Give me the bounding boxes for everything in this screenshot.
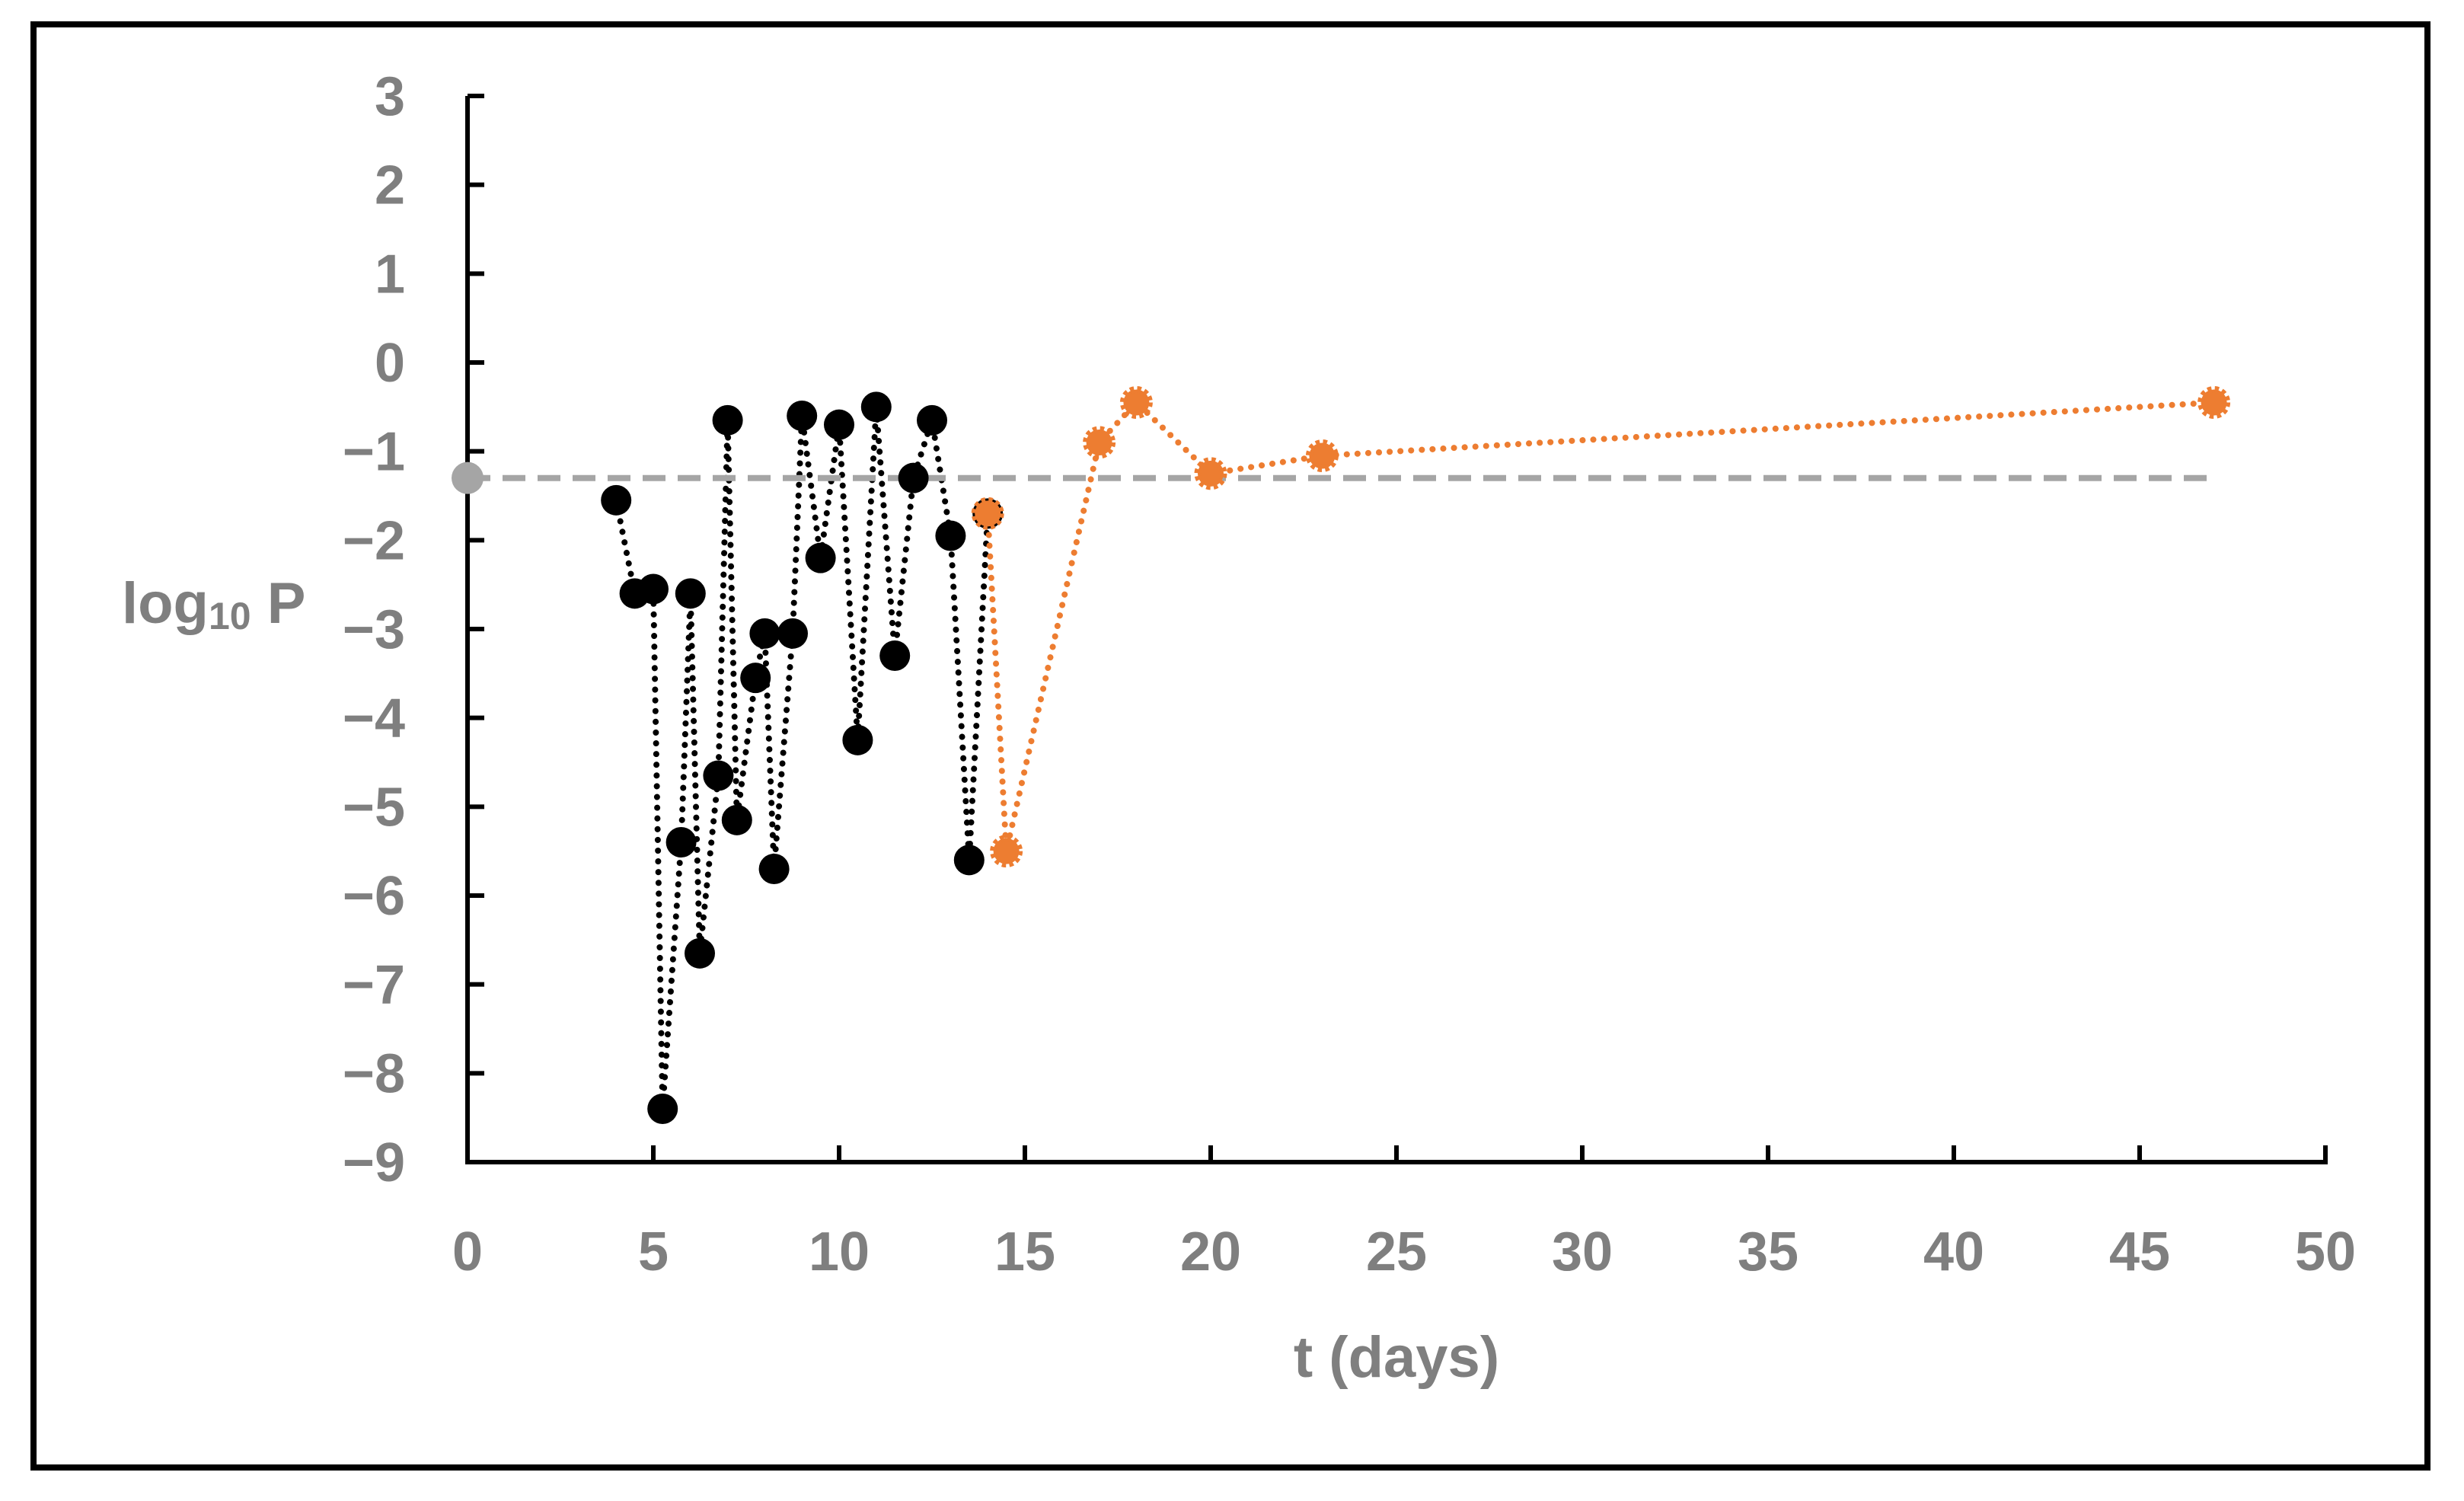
series-line-black bbox=[616, 407, 988, 1109]
data-point-black bbox=[638, 574, 669, 605]
x-tick-label: 10 bbox=[809, 1222, 870, 1282]
data-point-orange bbox=[2201, 390, 2227, 416]
data-point-black bbox=[777, 618, 808, 649]
series-line-orange bbox=[988, 403, 2213, 851]
data-point-black bbox=[703, 761, 733, 791]
y-axis-title-suffix: P bbox=[251, 571, 306, 636]
x-tick-label: 5 bbox=[638, 1222, 669, 1282]
y-tick-label: 3 bbox=[375, 66, 405, 127]
data-point-black bbox=[861, 391, 892, 422]
y-tick-label: −2 bbox=[343, 510, 405, 571]
y-tick-label: −9 bbox=[343, 1132, 405, 1193]
data-point-threshold bbox=[452, 462, 484, 494]
data-point-black bbox=[722, 805, 752, 835]
y-tick-label: 1 bbox=[375, 244, 405, 305]
y-tick-label: 2 bbox=[375, 155, 405, 216]
data-point-black bbox=[898, 463, 929, 493]
y-axis-title-subscript: 10 bbox=[209, 595, 251, 637]
chart: 3210−1−2−3−4−5−6−7−8−90 5 10 15 20 25 30 35 40 45… bbox=[0, 0, 2464, 1501]
x-tick-label: 50 bbox=[2295, 1222, 2356, 1282]
data-point-black bbox=[685, 938, 715, 969]
data-point-black bbox=[675, 578, 706, 608]
y-axis-title: log10 P bbox=[122, 571, 305, 637]
x-tick-label: 45 bbox=[2109, 1222, 2170, 1282]
x-tick-label: 25 bbox=[1366, 1222, 1427, 1282]
x-tick-label: 40 bbox=[1923, 1222, 1984, 1282]
y-tick-label: −4 bbox=[343, 688, 405, 749]
data-point-black bbox=[740, 663, 771, 693]
data-point-black bbox=[879, 640, 910, 671]
y-tick-label: −1 bbox=[343, 422, 405, 483]
y-tick-label: −6 bbox=[343, 866, 405, 927]
x-tick-label: 15 bbox=[994, 1222, 1055, 1282]
y-tick-label: −5 bbox=[343, 777, 405, 838]
data-point-orange bbox=[975, 500, 1001, 526]
data-point-black bbox=[749, 618, 780, 649]
data-point-black bbox=[647, 1094, 678, 1124]
y-tick-label: −8 bbox=[343, 1043, 405, 1104]
x-axis-title: t (days) bbox=[1294, 1325, 1499, 1390]
data-point-black bbox=[601, 485, 631, 516]
data-point-black bbox=[806, 543, 836, 573]
data-point-orange bbox=[994, 838, 1020, 864]
data-point-black bbox=[824, 410, 854, 440]
axis-layer bbox=[465, 96, 2328, 1162]
x-tick-label: 20 bbox=[1180, 1222, 1241, 1282]
data-point-black bbox=[787, 401, 817, 431]
x-tick-label: 30 bbox=[1552, 1222, 1613, 1282]
y-tick-label: −3 bbox=[343, 599, 405, 660]
data-point-black bbox=[759, 854, 790, 884]
x-tick-label: 35 bbox=[1738, 1222, 1799, 1282]
data-point-black bbox=[935, 521, 965, 551]
y-tick-label: 0 bbox=[375, 333, 405, 394]
y-tick-label: −7 bbox=[343, 955, 405, 1016]
data-point-orange bbox=[1198, 461, 1224, 487]
data-point-orange bbox=[1123, 390, 1149, 416]
data-point-black bbox=[842, 725, 873, 755]
data-point-orange bbox=[1087, 430, 1112, 455]
y-axis-title-base: log bbox=[122, 571, 209, 636]
data-point-black bbox=[666, 827, 697, 857]
series-layer bbox=[468, 403, 2214, 1110]
data-point-black bbox=[713, 405, 743, 436]
data-point-black bbox=[917, 405, 947, 436]
x-tick-label: 0 bbox=[452, 1222, 483, 1282]
data-point-orange bbox=[1309, 443, 1335, 469]
data-point-black bbox=[954, 845, 985, 875]
